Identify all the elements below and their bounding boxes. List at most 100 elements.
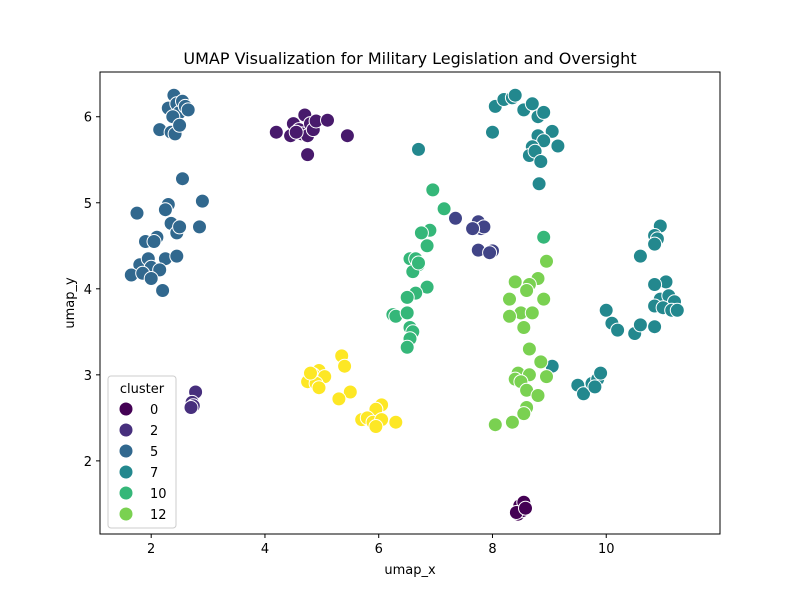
point-cluster-12-21 bbox=[516, 406, 532, 422]
point-cluster-7-18 bbox=[411, 141, 426, 157]
point-cluster-12-10 bbox=[516, 320, 532, 335]
point-cluster-5-15 bbox=[129, 205, 145, 221]
y-tick-label-4: 4 bbox=[84, 283, 92, 298]
point-cluster-7-45 bbox=[587, 379, 603, 395]
point-cluster-3-0 bbox=[448, 210, 463, 226]
point-cluster-10-4 bbox=[419, 238, 435, 254]
point-cluster-12-15 bbox=[539, 369, 554, 385]
point-cluster-12-5 bbox=[502, 291, 517, 307]
point-cluster-7-35 bbox=[610, 322, 626, 338]
legend-label-12: 12 bbox=[150, 508, 167, 523]
point-cluster-15-18 bbox=[303, 365, 318, 381]
point-cluster-5-33 bbox=[155, 283, 171, 298]
point-cluster-7-23 bbox=[632, 248, 648, 264]
point-cluster-12-4 bbox=[519, 283, 535, 298]
point-cluster-5-12 bbox=[175, 171, 190, 187]
chart-title: UMAP Visualization for Military Legislat… bbox=[183, 49, 636, 68]
point-cluster-5-8 bbox=[180, 102, 196, 118]
point-cluster-5-16 bbox=[157, 202, 173, 218]
point-cluster-3-7 bbox=[482, 245, 498, 261]
point-cluster-1-12 bbox=[339, 128, 355, 144]
legend: cluster 0 2 5 7 10 12 bbox=[107, 375, 177, 529]
legend-label-0: 0 bbox=[150, 403, 158, 418]
point-cluster-7-3 bbox=[507, 87, 523, 103]
point-cluster-7-10 bbox=[544, 123, 560, 139]
point-cluster-5-25 bbox=[169, 248, 185, 264]
point-cluster-7-17 bbox=[531, 176, 547, 192]
point-cluster-12-19 bbox=[530, 388, 546, 403]
point-cluster-15-1 bbox=[337, 358, 353, 374]
point-cluster-7-16 bbox=[533, 154, 549, 169]
x-tick-label-10: 10 bbox=[598, 542, 615, 557]
point-cluster-7-38 bbox=[647, 319, 663, 335]
legend-marker-5 bbox=[118, 443, 134, 459]
point-cluster-10-15 bbox=[399, 305, 415, 321]
point-cluster-12-22 bbox=[504, 414, 520, 430]
legend-marker-10 bbox=[118, 485, 134, 501]
point-cluster-10-1 bbox=[436, 201, 452, 217]
point-cluster-2-3 bbox=[183, 400, 199, 415]
point-cluster-7-33 bbox=[598, 302, 614, 318]
point-cluster-7-37 bbox=[632, 317, 648, 333]
legend-marker-7 bbox=[118, 464, 134, 480]
point-cluster-7-25 bbox=[647, 277, 663, 292]
point-cluster-5-11 bbox=[172, 117, 188, 133]
x-tick-label-4: 4 bbox=[261, 542, 269, 557]
point-cluster-5-19 bbox=[172, 219, 188, 235]
point-cluster-12-3 bbox=[507, 274, 523, 290]
x-tick-label-6: 6 bbox=[375, 542, 383, 557]
point-cluster-12-0 bbox=[539, 253, 554, 269]
legend-box bbox=[107, 375, 177, 529]
legend-label-5: 5 bbox=[150, 445, 158, 460]
point-cluster-15-9 bbox=[331, 391, 347, 407]
point-cluster-7-44 bbox=[593, 365, 609, 381]
y-axis-ticks: 2 3 4 5 6 bbox=[84, 111, 100, 470]
point-cluster-7-7 bbox=[536, 104, 552, 120]
point-cluster-10-0 bbox=[425, 182, 441, 198]
point-cluster-15-17 bbox=[368, 419, 384, 434]
point-cluster-5-20 bbox=[192, 219, 207, 235]
point-cluster-0-5 bbox=[518, 500, 533, 516]
x-axis-label: umap_x bbox=[384, 563, 436, 578]
legend-title: cluster bbox=[120, 382, 165, 397]
point-cluster-7-41 bbox=[576, 386, 591, 402]
point-cluster-1-13 bbox=[288, 124, 304, 140]
x-tick-label-8: 8 bbox=[488, 542, 496, 557]
point-cluster-10-9 bbox=[411, 255, 426, 271]
x-tick-label-2: 2 bbox=[147, 542, 155, 557]
point-cluster-10-19 bbox=[399, 339, 415, 355]
point-cluster-1-11 bbox=[320, 112, 335, 128]
legend-marker-2 bbox=[118, 422, 134, 438]
point-cluster-12-12 bbox=[533, 354, 549, 370]
y-axis-label: umap_y bbox=[63, 277, 78, 329]
point-cluster-5-32 bbox=[143, 271, 159, 286]
point-cluster-12-23 bbox=[487, 417, 503, 433]
y-tick-label-3: 3 bbox=[84, 369, 92, 384]
point-cluster-7-15 bbox=[550, 138, 566, 154]
y-tick-label-2: 2 bbox=[84, 455, 92, 470]
point-cluster-7-22 bbox=[647, 236, 663, 252]
point-cluster-10-20 bbox=[536, 229, 552, 245]
point-cluster-3-8 bbox=[465, 221, 481, 237]
point-cluster-15-7 bbox=[311, 380, 327, 396]
legend-marker-12 bbox=[118, 506, 134, 522]
legend-label-7: 7 bbox=[150, 466, 158, 481]
legend-label-10: 10 bbox=[150, 487, 167, 502]
y-tick-label-5: 5 bbox=[84, 197, 92, 212]
legend-entries: 0 2 5 7 10 12 bbox=[118, 401, 167, 523]
points-layer bbox=[123, 87, 685, 522]
point-cluster-12-11 bbox=[521, 341, 537, 357]
plot-frame bbox=[99, 71, 721, 535]
point-cluster-12-8 bbox=[524, 305, 540, 321]
point-cluster-15-8 bbox=[342, 384, 358, 400]
point-cluster-5-13 bbox=[194, 193, 210, 209]
point-cluster-5-23 bbox=[146, 234, 162, 249]
point-cluster-1-0 bbox=[268, 124, 284, 140]
point-cluster-7-32 bbox=[669, 302, 685, 318]
point-cluster-7-8 bbox=[485, 124, 500, 140]
y-tick-label-6: 6 bbox=[84, 111, 92, 126]
point-cluster-1-10 bbox=[300, 147, 316, 163]
point-cluster-10-3 bbox=[413, 225, 429, 241]
point-cluster-10-12 bbox=[399, 289, 415, 305]
